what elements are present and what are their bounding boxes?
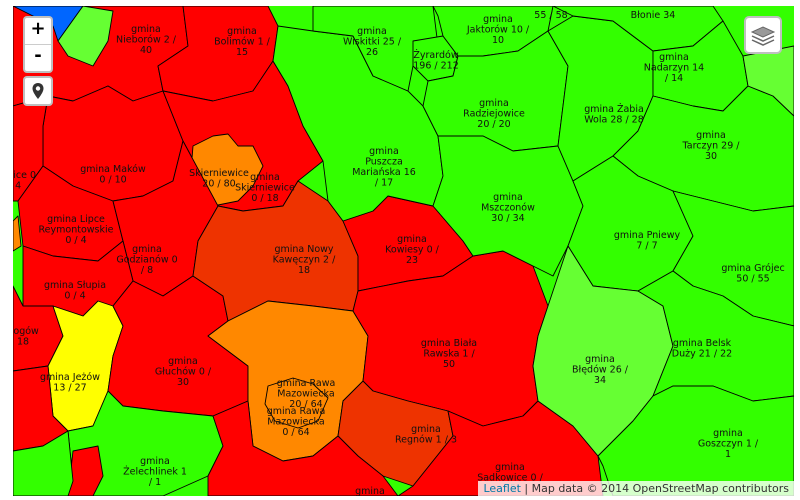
region-sadkowice[interactable] xyxy=(397,400,604,496)
region-label: 55 / 58 xyxy=(534,10,567,21)
region-orange-west-strip xyxy=(13,215,22,252)
region-labels: gmina Nieborów 2 /40 gmina Bolimów 1 /15 gmi… xyxy=(13,10,785,496)
region-label: gmina Biała Rawska 1 /50 xyxy=(421,338,477,370)
region-label: gmina Nowy Kawęczyn 2 /18 xyxy=(273,244,336,276)
region-label: gmina Żelechlinek 1/ 1 xyxy=(123,456,187,488)
region-label: gmina Puszcza Mariańska 16/ 17 xyxy=(352,146,416,189)
region-label: gmina Żabia Wola 28 / 28 xyxy=(584,104,644,126)
region-label: gmina Grójec 50 / 55 xyxy=(721,263,784,285)
region-label: gmina Kowiesy 0 /23 xyxy=(385,234,439,266)
zoom-in-button[interactable]: + xyxy=(30,18,46,39)
attribution-separator: | xyxy=(520,482,532,495)
region-label: gmina Słupia 0 / 4 xyxy=(44,280,106,302)
region-label: gmina Jaktorów 10 /10 xyxy=(466,14,530,46)
region-mszczonow[interactable] xyxy=(432,135,584,277)
region-label: gmina Rawa Mazowiecka 0 / 64 xyxy=(267,406,326,438)
region-label: gmina Maków 0 / 10 xyxy=(80,164,146,186)
region-green-far-sw xyxy=(13,430,74,496)
layers-icon xyxy=(750,26,776,46)
region-goszczyn[interactable] xyxy=(597,385,794,496)
region-label: gmina Mszczonów 30 / 34 xyxy=(481,192,535,224)
region-label: Żyrardów 196 / 212 xyxy=(413,50,459,72)
region-label: Rogów18 xyxy=(13,326,39,348)
locate-button[interactable] xyxy=(23,76,53,106)
region-label: gmina Pniewy 7 / 7 xyxy=(614,230,681,252)
region-label: gmina Głuchów 0 /30 xyxy=(155,356,212,388)
region-label: gmina Nadarzyn 14/ 14 xyxy=(644,52,704,84)
region-label: gminaCielądz 0 / 13 xyxy=(338,486,403,496)
zoom-control: + - xyxy=(23,16,53,73)
region-label: gmina Jeżów 13 / 27 xyxy=(40,372,100,394)
region-cieladz[interactable] xyxy=(207,400,399,496)
region-wiskitki[interactable] xyxy=(312,6,439,92)
attribution-text: Map data © 2014 OpenStreetMap contributo… xyxy=(531,482,789,495)
layers-button[interactable] xyxy=(744,16,782,54)
region-green-nw xyxy=(57,6,114,67)
region-label: gmina Rawa Mazowiecka 20 / 64 xyxy=(277,378,336,410)
region-label: gmina Goszczyn 1 /1 xyxy=(698,428,759,460)
region-label: Kowice 0/ 4 xyxy=(13,170,36,192)
choropleth-map[interactable]: gmina Nieborów 2 /40 gmina Bolimów 1 /15 gmi… xyxy=(13,6,794,496)
zoom-out-button[interactable]: - xyxy=(25,44,51,71)
map-pin-icon xyxy=(32,83,44,99)
region-east-light xyxy=(742,45,794,117)
region-label: gmina Lipce Reymontowskie 0 / 4 xyxy=(39,214,114,246)
region-rawa-mazowiecka-city[interactable] xyxy=(264,377,329,429)
region-label: gmina Belsk Duży 21 / 22 xyxy=(672,338,732,360)
region-label: gmina Wiskitki 25 /26 xyxy=(343,26,402,58)
region-label: gmina Nieborów 2 /40 xyxy=(116,24,177,56)
leaflet-link[interactable]: Leaflet xyxy=(483,482,521,495)
region-label: gmina Błędów 26 /34 xyxy=(572,354,629,386)
region-label: gmina Regnów 1 / 3 xyxy=(395,424,457,446)
region-label: gmina Godzianów 0/ 8 xyxy=(116,244,177,276)
map-container[interactable]: gmina Nieborów 2 /40 gmina Bolimów 1 /15 gmi… xyxy=(13,6,794,496)
region-label: gmina Tarczyn 29 /30 xyxy=(682,130,741,162)
map-attribution: Leaflet | Map data © 2014 OpenStreetMap … xyxy=(478,481,794,496)
region-label: gmina Radziejowice 20 / 20 xyxy=(463,98,525,130)
region-label: gmina Bolimów 1 /15 xyxy=(214,26,271,58)
region-label: Błonie 34 xyxy=(631,10,676,21)
region-label: gmina Skierniewice 0 / 18 xyxy=(235,172,295,204)
region-label: Skierniewice 20 / 80 xyxy=(189,168,249,190)
